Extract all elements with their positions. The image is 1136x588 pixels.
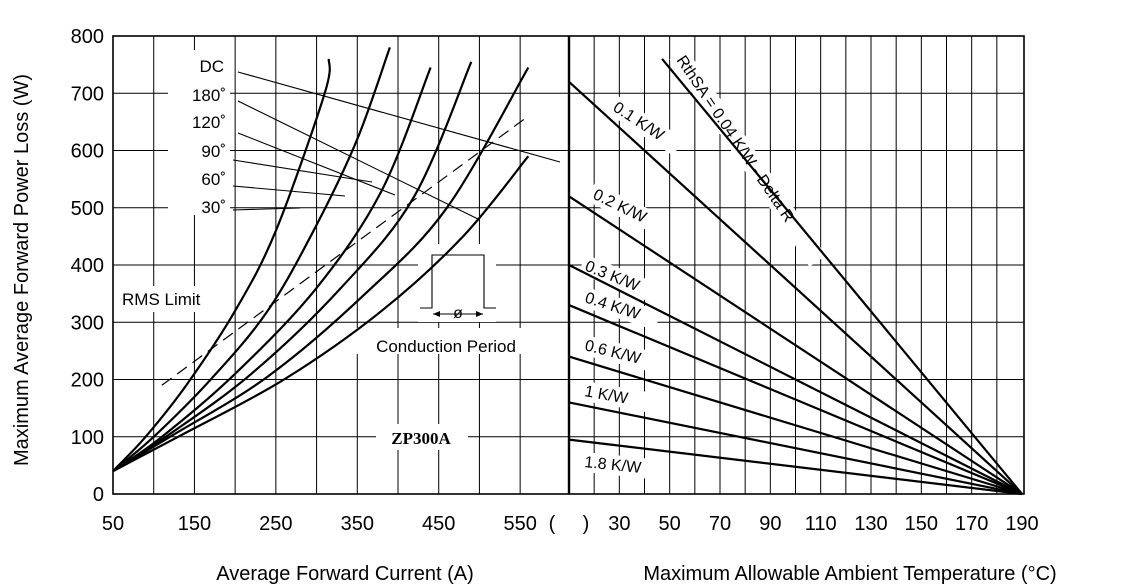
phi-symbol: ø <box>453 305 463 322</box>
label-leader-line <box>237 132 396 196</box>
label-background <box>418 244 496 322</box>
right-x-tick-label: 170 <box>955 513 988 535</box>
right-x-tick-label: 50 <box>659 513 681 535</box>
left-x-tick-label: 250 <box>259 513 292 535</box>
right-x-tick-label: 130 <box>854 513 887 535</box>
series-line-1 <box>112 47 391 472</box>
label-leader-line <box>232 207 301 211</box>
left-x-tick-label: 150 <box>178 513 211 535</box>
rth-label-1: 0.1 K/W <box>610 99 668 145</box>
series-line-5 <box>112 155 530 473</box>
y-tick-label: 800 <box>71 26 104 48</box>
label-background <box>586 182 667 236</box>
left-x-tick-label: 50 <box>102 513 124 535</box>
model-label: ZP300A <box>391 429 451 448</box>
right-x-tick-label: ) <box>583 513 590 535</box>
y-tick-label: 300 <box>71 312 104 334</box>
series-line-rth-6 <box>568 401 1023 496</box>
right-x-tick-label: 190 <box>1005 513 1038 535</box>
curve-label-dc: DC <box>199 57 224 76</box>
right-x-tick-label: 110 <box>805 513 837 535</box>
label-background <box>578 286 661 331</box>
right-x-tick-label: 150 <box>905 513 938 535</box>
series-layer <box>112 47 1023 496</box>
rth-label-7: 1.8 K/W <box>584 454 643 477</box>
rth-label-6: 1 K/W <box>583 383 630 407</box>
y-tick-label: 0 <box>93 484 104 506</box>
curve-label-60: 60˚ <box>201 170 226 189</box>
left-x-tick-label: 350 <box>341 513 374 535</box>
y-tick-label: 100 <box>71 427 104 449</box>
right-x-tick-label: 70 <box>709 513 731 535</box>
curve-label-180: 180˚ <box>192 86 226 105</box>
right-x-tick-label: 30 <box>608 513 630 535</box>
label-leader-line <box>232 159 373 183</box>
series-line-rth-7 <box>568 438 1023 496</box>
label-background <box>356 328 536 354</box>
label-background <box>578 334 662 374</box>
label-background <box>579 451 662 480</box>
y-tick-label: 500 <box>71 198 104 220</box>
rth-label-0: RthSA = 0.04 K/W - Delta R <box>673 53 797 226</box>
series-line-4 <box>112 66 530 473</box>
series-line-3 <box>112 61 473 473</box>
curve-label-30: 30˚ <box>201 198 226 217</box>
label-leader-line <box>232 185 346 197</box>
label-background <box>578 254 661 304</box>
label-background <box>120 286 222 312</box>
series-line-rth-1 <box>568 80 1023 495</box>
label-background <box>376 424 468 450</box>
series-line-rth-4 <box>568 304 1023 496</box>
conduction-period-label: Conduction Period <box>376 337 516 356</box>
series-line-rth-3 <box>568 264 1023 495</box>
series-line-2 <box>112 67 432 472</box>
label-background <box>168 50 230 215</box>
label-leader-line <box>237 100 481 221</box>
y-tick-label: 200 <box>71 370 104 392</box>
left-x-tick-label: 450 <box>422 513 455 535</box>
y-tick-label: 700 <box>71 83 104 105</box>
series-line-0 <box>112 58 331 472</box>
left-x-axis-title: Average Forward Current (A) <box>216 563 474 585</box>
y-tick-label: 400 <box>71 255 104 277</box>
right-x-axis-title: Maximum Allowable Ambient Temperature (°… <box>643 563 1056 585</box>
series-line-rth-0 <box>661 58 1023 495</box>
y-tick-label: 600 <box>71 141 104 163</box>
y-axis-title: Maximum Average Forward Power Loss (W) <box>11 74 33 466</box>
label-background <box>579 380 662 415</box>
series-line-rth-5 <box>568 355 1023 496</box>
left-x-tick-label: 550 <box>503 513 536 535</box>
right-x-tick-label: 90 <box>759 513 781 535</box>
left-x-tick-label: ( <box>549 513 556 535</box>
tick-layer: 0 100 200 300 400 500 600 700 800 50 150 250 350 450 5… <box>71 26 1039 535</box>
series-line-rth-2 <box>568 195 1023 495</box>
curve-label-120: 120˚ <box>192 113 226 132</box>
rms-limit-label: RMS Limit <box>122 290 201 309</box>
label-leader-line <box>237 71 561 163</box>
conduction-waveform <box>420 254 496 309</box>
label-background <box>605 95 684 156</box>
curve-label-90: 90˚ <box>201 142 226 161</box>
label-background <box>669 48 826 267</box>
